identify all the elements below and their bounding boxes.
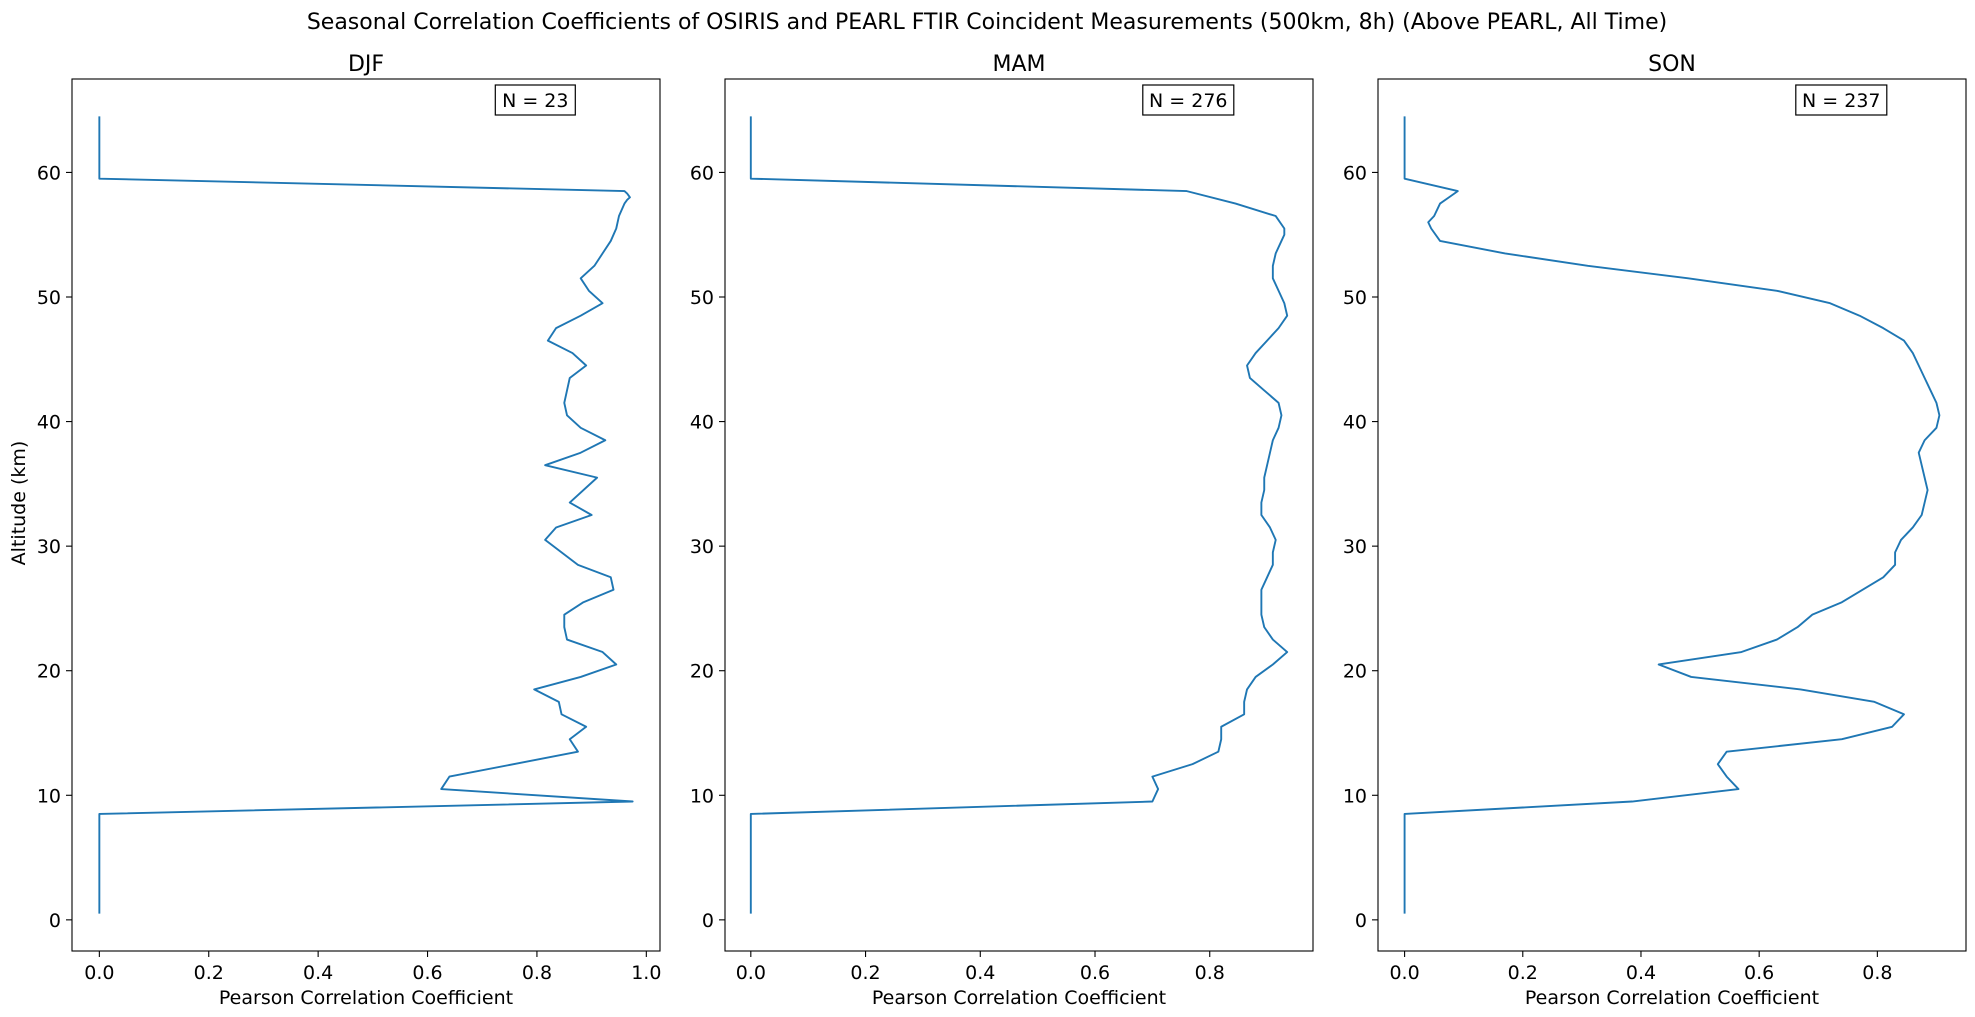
plot-area: 0.0 0.2 0.4 0.6 0.8 1.0 0 10 20 30 40 50 60 <box>37 78 661 984</box>
series-line <box>98 116 634 914</box>
y-tick-label: 50 <box>690 287 714 309</box>
y-tick-label: 50 <box>1343 287 1367 309</box>
panel-title: SON <box>1648 52 1696 77</box>
n-annotation-text: N = 237 <box>1802 90 1880 112</box>
y-tick-label: 10 <box>690 785 714 807</box>
x-tick-label: 0.4 <box>303 962 333 984</box>
y-tick-label: 30 <box>37 536 61 558</box>
y-tick-label: 30 <box>690 536 714 558</box>
n-annotation: N = 276 <box>1142 84 1235 116</box>
n-annotation: N = 237 <box>1795 84 1888 116</box>
y-tick-label: 20 <box>690 661 714 683</box>
panel-title: DJF <box>348 52 384 77</box>
y-tick-label: 20 <box>37 661 61 683</box>
y-tick-label: 60 <box>37 162 61 184</box>
series-line <box>749 116 1289 914</box>
y-tick-label: 0 <box>702 910 714 932</box>
y-tick-label: 60 <box>690 162 714 184</box>
x-tick-label: 0.2 <box>850 962 880 984</box>
axes-frame <box>1377 78 1967 952</box>
y-tick-label: 30 <box>1343 536 1367 558</box>
y-tick-label: 10 <box>1343 785 1367 807</box>
n-annotation-text: N = 276 <box>1149 90 1227 112</box>
axes-frame <box>71 78 661 952</box>
panel-son: SON 0.0 0.2 0.4 0.6 0.8 0 10 20 30 40 50 60 Pearson… <box>1343 52 1967 1009</box>
x-tick-label: 0.4 <box>1626 962 1656 984</box>
x-tick-label: 0.6 <box>1080 962 1110 984</box>
x-tick-label: 0.0 <box>736 962 766 984</box>
y-axis-label: Altitude (km) <box>8 441 30 566</box>
x-axis-label: Pearson Correlation Coefficient <box>872 987 1166 1009</box>
n-annotation: N = 23 <box>494 84 576 116</box>
x-tick-label: 1.0 <box>631 962 661 984</box>
y-tick-label: 0 <box>1355 910 1367 932</box>
x-tick-label: 0.8 <box>1862 962 1892 984</box>
y-tick-label: 10 <box>37 785 61 807</box>
x-tick-label: 0.6 <box>1744 962 1774 984</box>
panel-title: MAM <box>992 52 1045 77</box>
x-tick-label: 0.8 <box>1195 962 1225 984</box>
plot-area: 0.0 0.2 0.4 0.6 0.8 0 10 20 30 40 50 60 <box>690 78 1314 984</box>
y-tick-label: 40 <box>1343 412 1367 434</box>
figure-title: Seasonal Correlation Coefficients of OSI… <box>307 10 1667 35</box>
y-tick-label: 0 <box>49 910 61 932</box>
y-tick-label: 20 <box>1343 661 1367 683</box>
y-tick-label: 50 <box>37 287 61 309</box>
x-tick-label: 0.2 <box>1508 962 1538 984</box>
n-annotation-box <box>1795 84 1888 116</box>
n-annotation-text: N = 23 <box>502 90 568 112</box>
y-tick-label: 60 <box>1343 162 1367 184</box>
x-axis-label: Pearson Correlation Coefficient <box>1525 987 1819 1009</box>
axes-frame <box>724 78 1314 952</box>
y-tick-label: 40 <box>690 412 714 434</box>
plot-area: 0.0 0.2 0.4 0.6 0.8 0 10 20 30 40 50 60 <box>1343 78 1967 984</box>
x-axis-label: Pearson Correlation Coefficient <box>219 987 513 1009</box>
n-annotation-box <box>1142 84 1235 116</box>
x-tick-label: 0.8 <box>522 962 552 984</box>
n-annotation-box <box>494 84 576 116</box>
x-tick-label: 0.6 <box>412 962 442 984</box>
x-tick-label: 0.4 <box>965 962 995 984</box>
x-tick-label: 0.0 <box>1389 962 1419 984</box>
x-tick-label: 0.0 <box>84 962 114 984</box>
series-line <box>1403 116 1941 914</box>
y-tick-label: 40 <box>37 412 61 434</box>
x-tick-label: 0.2 <box>194 962 224 984</box>
panel-djf: DJF 0.0 0.2 0.4 0.6 0.8 1.0 0 10 20 30 40 50 60 Pear… <box>8 52 661 1009</box>
panel-mam: MAM 0.0 0.2 0.4 0.6 0.8 0 10 20 30 40 50 60 Pearson… <box>690 52 1314 1009</box>
